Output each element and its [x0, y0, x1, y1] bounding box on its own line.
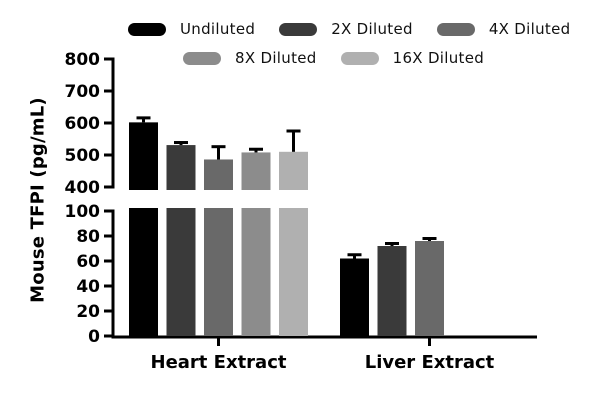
bar-heart-extract-16x-diluted-lower — [279, 208, 308, 336]
legend-row-1: Undiluted 2X Diluted 4X Diluted — [128, 20, 570, 38]
legend-swatch-4x-diluted — [436, 22, 475, 36]
lower-y-tick-label: 0 — [88, 327, 100, 347]
upper-y-tick-label: 800 — [65, 50, 101, 70]
upper-y-tick-label: 700 — [65, 82, 101, 102]
legend-swatch-undiluted — [128, 22, 166, 36]
upper-y-tick-label: 500 — [65, 146, 101, 166]
bar-liver-extract-2x-diluted — [377, 246, 407, 336]
bar-heart-extract-4x-diluted-upper — [204, 159, 233, 190]
legend-row-2: 8X Diluted 16X Diluted — [183, 49, 484, 67]
bar-heart-extract-16x-diluted-upper — [279, 151, 308, 190]
legend-label-4x-diluted: 4X Diluted — [488, 20, 571, 38]
legend-label-16x-diluted: 16X Diluted — [392, 49, 485, 67]
bar-liver-extract-undiluted — [340, 258, 369, 336]
bar-heart-extract-4x-diluted-lower — [204, 208, 233, 336]
bar-heart-extract-8x-diluted-lower — [241, 208, 271, 336]
legend-label-8x-diluted: 8X Diluted — [235, 49, 317, 67]
x-category-label-liver-extract: Liver Extract — [365, 352, 495, 373]
legend-item-16x-diluted: 16X Diluted — [340, 49, 485, 67]
x-category-label-heart-extract: Heart Extract — [151, 352, 287, 373]
bar-liver-extract-4x-diluted — [415, 241, 444, 336]
legend-swatch-16x-diluted — [340, 51, 379, 65]
legend-item-4x-diluted: 4X Diluted — [436, 20, 571, 38]
lower-y-tick-label: 40 — [76, 277, 100, 297]
legend-swatch-2x-diluted — [279, 22, 318, 36]
bar-heart-extract-undiluted-upper — [129, 122, 158, 190]
legend-item-undiluted: Undiluted — [128, 20, 255, 38]
upper-y-tick-label: 400 — [65, 178, 101, 198]
upper-y-tick-label: 600 — [65, 114, 101, 134]
bar-heart-extract-2x-diluted-upper — [166, 145, 196, 190]
bar-heart-extract-undiluted-lower — [129, 208, 158, 336]
legend-swatch-8x-diluted — [183, 51, 221, 65]
bar-heart-extract-2x-diluted-lower — [166, 208, 196, 336]
legend-item-2x-diluted: 2X Diluted — [279, 20, 413, 38]
legend-label-2x-diluted: 2X Diluted — [331, 20, 413, 38]
legend-item-8x-diluted: 8X Diluted — [183, 49, 317, 67]
lower-y-tick-label: 80 — [76, 227, 100, 247]
lower-y-tick-label: 100 — [65, 202, 101, 222]
legend-label-undiluted: Undiluted — [180, 20, 256, 38]
lower-y-tick-label: 20 — [76, 302, 100, 322]
bar-heart-extract-8x-diluted-upper — [241, 152, 271, 190]
lower-y-tick-label: 60 — [76, 252, 100, 272]
